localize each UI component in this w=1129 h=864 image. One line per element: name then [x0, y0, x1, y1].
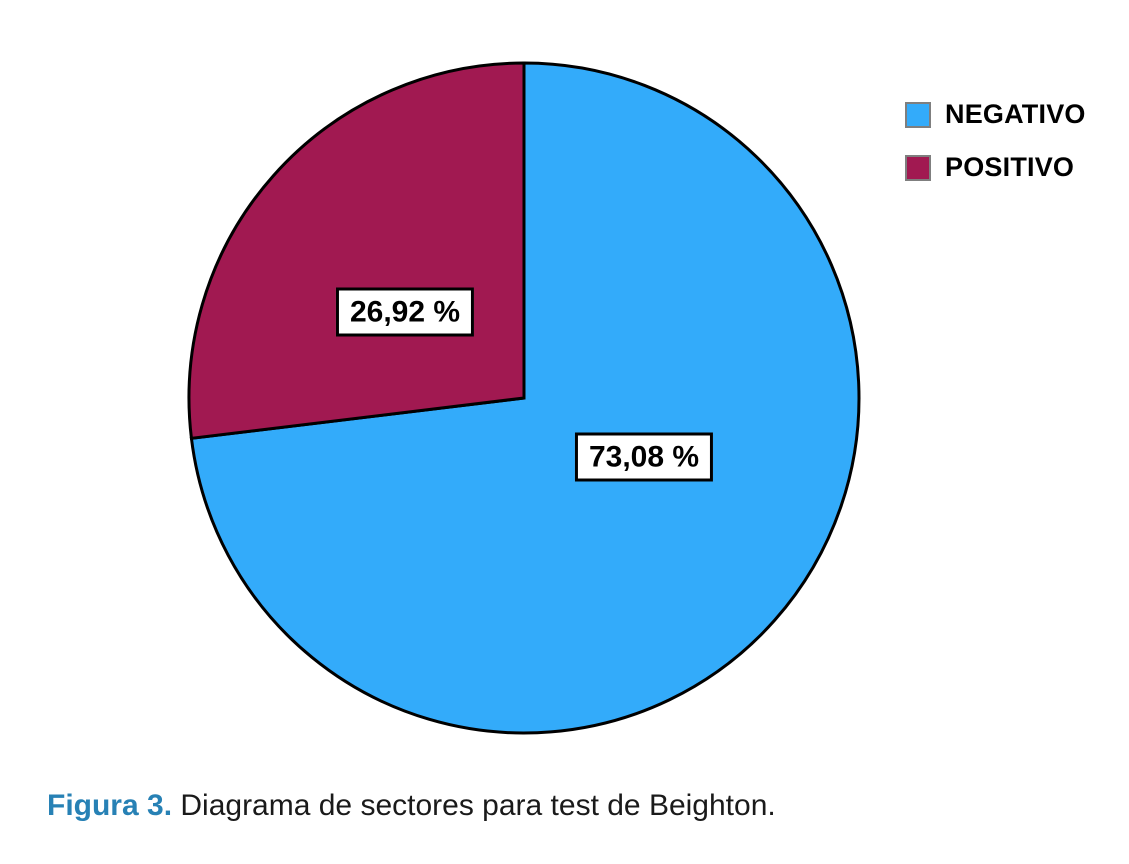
slice-label-negativo: 73,08 % [574, 432, 714, 482]
legend-label-positivo: POSITIVO [945, 152, 1075, 182]
legend-item-positivo: POSITIVO [905, 152, 1086, 183]
legend-swatch-positivo [905, 154, 931, 181]
legend-swatch-negativo [905, 101, 931, 128]
slice-label-positivo: 26,92 % [335, 287, 475, 337]
legend-label-negativo: NEGATIVO [945, 99, 1086, 129]
pie-slice-positivo [187, 61, 526, 440]
figure-caption-text: Diagrama de sectores para test de Beight… [172, 789, 776, 822]
figure-caption-prefix: Figura 3. [47, 789, 173, 822]
legend-item-negativo: NEGATIVO [905, 99, 1086, 130]
chart-legend: NEGATIVO POSITIVO [905, 99, 1086, 183]
figure-caption: Figura 3. Diagrama de sectores para test… [47, 789, 776, 823]
